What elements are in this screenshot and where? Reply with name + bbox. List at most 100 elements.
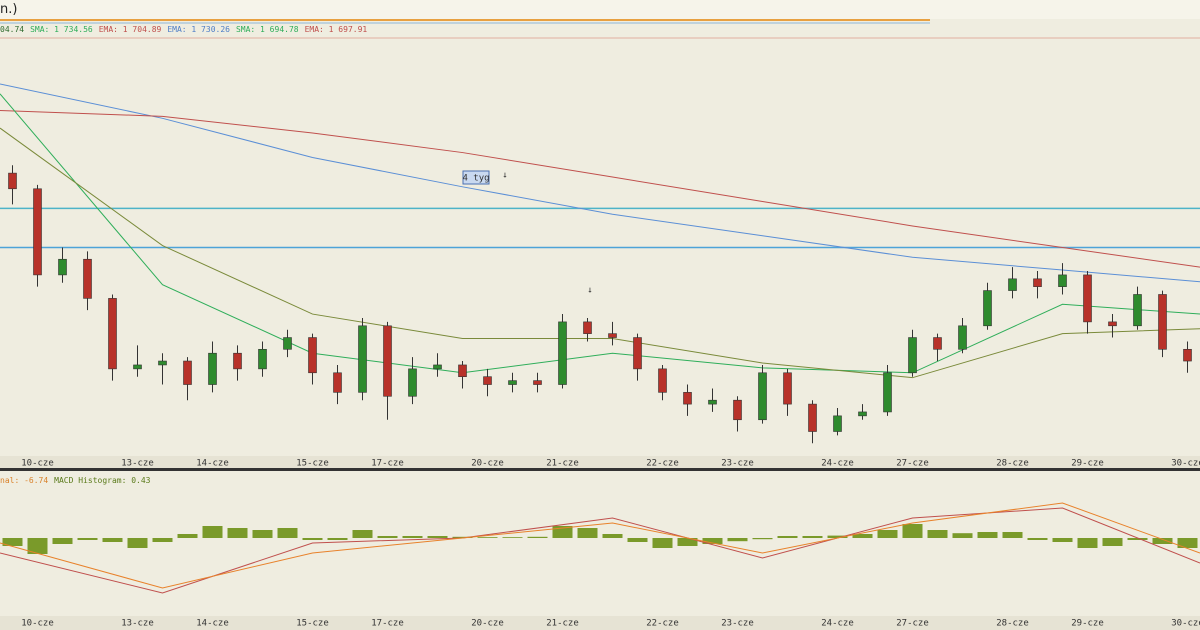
- x-tick-label: 29-cze: [1071, 459, 1104, 469]
- candle-body: [1158, 294, 1167, 350]
- macd-line: [0, 507, 1200, 594]
- annotation: ↓: [502, 171, 507, 181]
- x-tick-label: 15-cze: [296, 619, 329, 629]
- candle-body: [408, 368, 417, 397]
- histogram-bar: [77, 538, 98, 540]
- x-tick-label: 27-cze: [896, 619, 929, 629]
- candle-body: [883, 372, 892, 413]
- histogram-bar: [377, 536, 398, 538]
- moving-average: [0, 127, 1200, 379]
- histogram-bar: [502, 537, 523, 538]
- window-title: n.): [0, 2, 18, 17]
- x-tick-label: 24-cze: [821, 619, 854, 629]
- candle-body: [58, 258, 67, 276]
- candle-body: [1033, 278, 1042, 287]
- candle-body: [258, 348, 267, 370]
- candle-body: [333, 372, 342, 393]
- x-tick-label: 22-cze: [646, 619, 679, 629]
- x-tick-label: 30-cze: [1171, 459, 1200, 469]
- x-tick-label: 21-cze: [546, 459, 579, 469]
- histogram-bar: [302, 538, 323, 540]
- x-tick-label: 13-cze: [121, 619, 154, 629]
- x-tick-label: 20-cze: [471, 619, 504, 629]
- histogram-bar: [2, 538, 23, 546]
- histogram-bar: [152, 538, 173, 542]
- histogram-bar: [827, 535, 848, 538]
- x-tick-label: 10-cze: [21, 619, 54, 629]
- legend-entry: MACD Histogram: 0.43: [54, 476, 151, 485]
- candle-body: [1058, 274, 1067, 287]
- candle-body: [383, 325, 392, 397]
- x-tick-label: 20-cze: [471, 459, 504, 469]
- x-tick-label: 24-cze: [821, 459, 854, 469]
- candle-body: [108, 298, 117, 370]
- annotation: ↓: [587, 286, 592, 296]
- candle-body: [933, 337, 942, 350]
- candle-body: [1108, 321, 1117, 327]
- x-tick-label: 28-cze: [996, 459, 1029, 469]
- candle-body: [433, 364, 442, 370]
- histogram-bar: [477, 537, 498, 538]
- x-tick-label: 29-cze: [1071, 619, 1104, 629]
- candle-body: [658, 368, 667, 393]
- annotation: 4 tyg: [462, 174, 489, 184]
- histogram-bar: [527, 536, 548, 538]
- candle-body: [983, 290, 992, 327]
- histogram-bar: [227, 528, 248, 538]
- histogram-bar: [202, 526, 223, 538]
- candle-body: [683, 392, 692, 405]
- legend-entry: SMA: 1 734.56: [30, 25, 93, 34]
- histogram-bar: [127, 538, 148, 548]
- candle-body: [583, 321, 592, 334]
- top-bar: [0, 0, 1200, 19]
- candle-body: [8, 172, 17, 190]
- candle-body: [1008, 278, 1017, 291]
- histogram-bar: [677, 538, 698, 546]
- x-tick-label: 23-cze: [721, 459, 754, 469]
- histogram-bar: [752, 538, 773, 540]
- legend-entry: EMA: 1 704.89: [98, 25, 162, 34]
- candle-body: [533, 380, 542, 385]
- histogram-bar: [252, 530, 273, 538]
- candle-body: [1083, 274, 1092, 323]
- histogram-bar: [1002, 532, 1023, 538]
- x-tick-label: 23-cze: [721, 619, 754, 629]
- date-strip: [0, 616, 1200, 630]
- candle-body: [1183, 348, 1192, 362]
- candle-body: [483, 376, 492, 385]
- x-tick-label: 15-cze: [296, 459, 329, 469]
- x-tick-label: 14-cze: [196, 619, 229, 629]
- histogram-bar: [702, 538, 723, 544]
- candle-body: [833, 415, 842, 432]
- histogram-bar: [52, 538, 73, 544]
- candle-body: [133, 364, 142, 370]
- histogram-bar: [927, 530, 948, 538]
- histogram-bar: [602, 534, 623, 538]
- histogram-bar: [777, 536, 798, 538]
- moving-average: [0, 83, 1200, 283]
- x-tick-label: 28-cze: [996, 619, 1029, 629]
- x-tick-label: 17-cze: [371, 459, 404, 469]
- candle-body: [558, 321, 567, 385]
- candle-body: [208, 352, 217, 385]
- moving-average: [0, 93, 1200, 374]
- candle-body: [708, 399, 717, 405]
- candle-body: [458, 364, 467, 377]
- candle-body: [158, 360, 167, 366]
- candle-body: [183, 360, 192, 385]
- candle-body: [858, 411, 867, 417]
- histogram-bar: [902, 524, 923, 538]
- candle-body: [758, 372, 767, 421]
- histogram-bar: [352, 530, 373, 538]
- candle-body: [33, 188, 42, 276]
- histogram-bar: [1177, 538, 1198, 548]
- histogram-bar: [877, 530, 898, 538]
- candle-body: [608, 333, 617, 338]
- candle-body: [908, 337, 917, 374]
- histogram-bar: [852, 534, 873, 538]
- candle-body: [358, 325, 367, 393]
- histogram-bar: [627, 538, 648, 542]
- candle-body: [958, 325, 967, 350]
- candle-body: [808, 403, 817, 432]
